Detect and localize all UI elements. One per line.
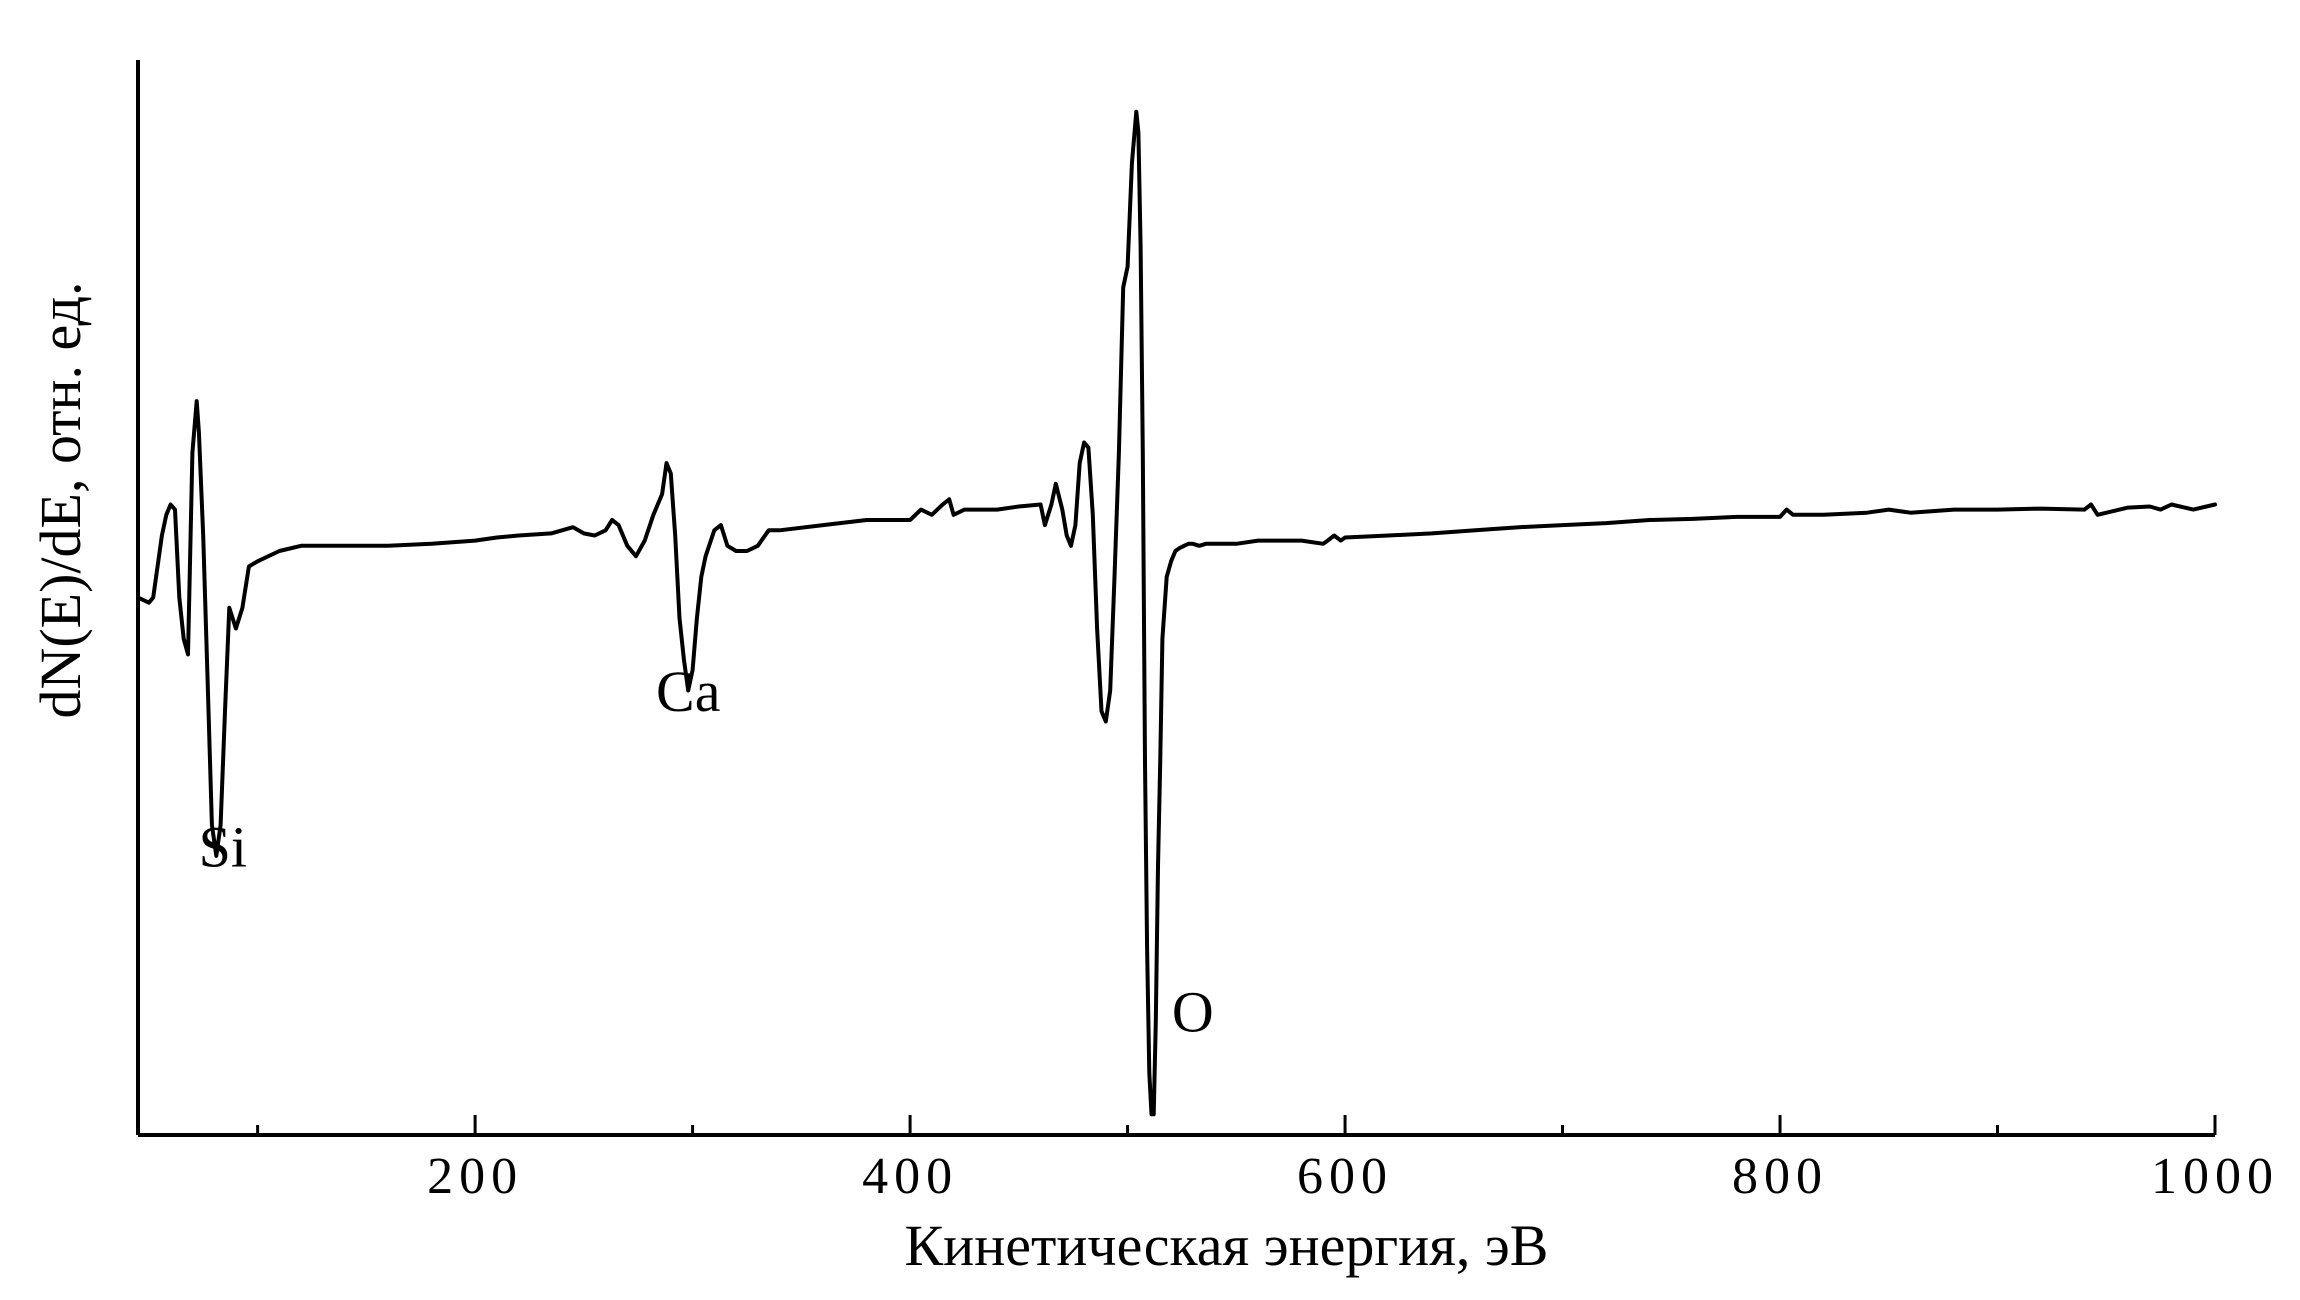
- peak-label-ca: Ca: [656, 659, 720, 724]
- x-tick-label: 200: [427, 1148, 523, 1205]
- x-tick-label: 1000: [2151, 1148, 2279, 1205]
- peak-annotations: Si Ca O: [199, 659, 1214, 1044]
- x-tick-label: 600: [1297, 1148, 1393, 1205]
- x-axis-tick-labels: 200 400 600 800 1000: [427, 1148, 2279, 1205]
- peak-label-si: Si: [199, 814, 247, 879]
- x-axis-label: Кинетическая энергия, эВ: [905, 1213, 1549, 1278]
- x-axis-ticks: [256, 1115, 2217, 1135]
- peak-label-o: O: [1172, 980, 1214, 1045]
- x-tick-label: 800: [1732, 1148, 1828, 1205]
- y-axis-label: dN(E)/dE, отн. ед.: [28, 281, 93, 718]
- spectrum-series-line: [136, 109, 2217, 1117]
- x-tick-label: 400: [862, 1148, 958, 1205]
